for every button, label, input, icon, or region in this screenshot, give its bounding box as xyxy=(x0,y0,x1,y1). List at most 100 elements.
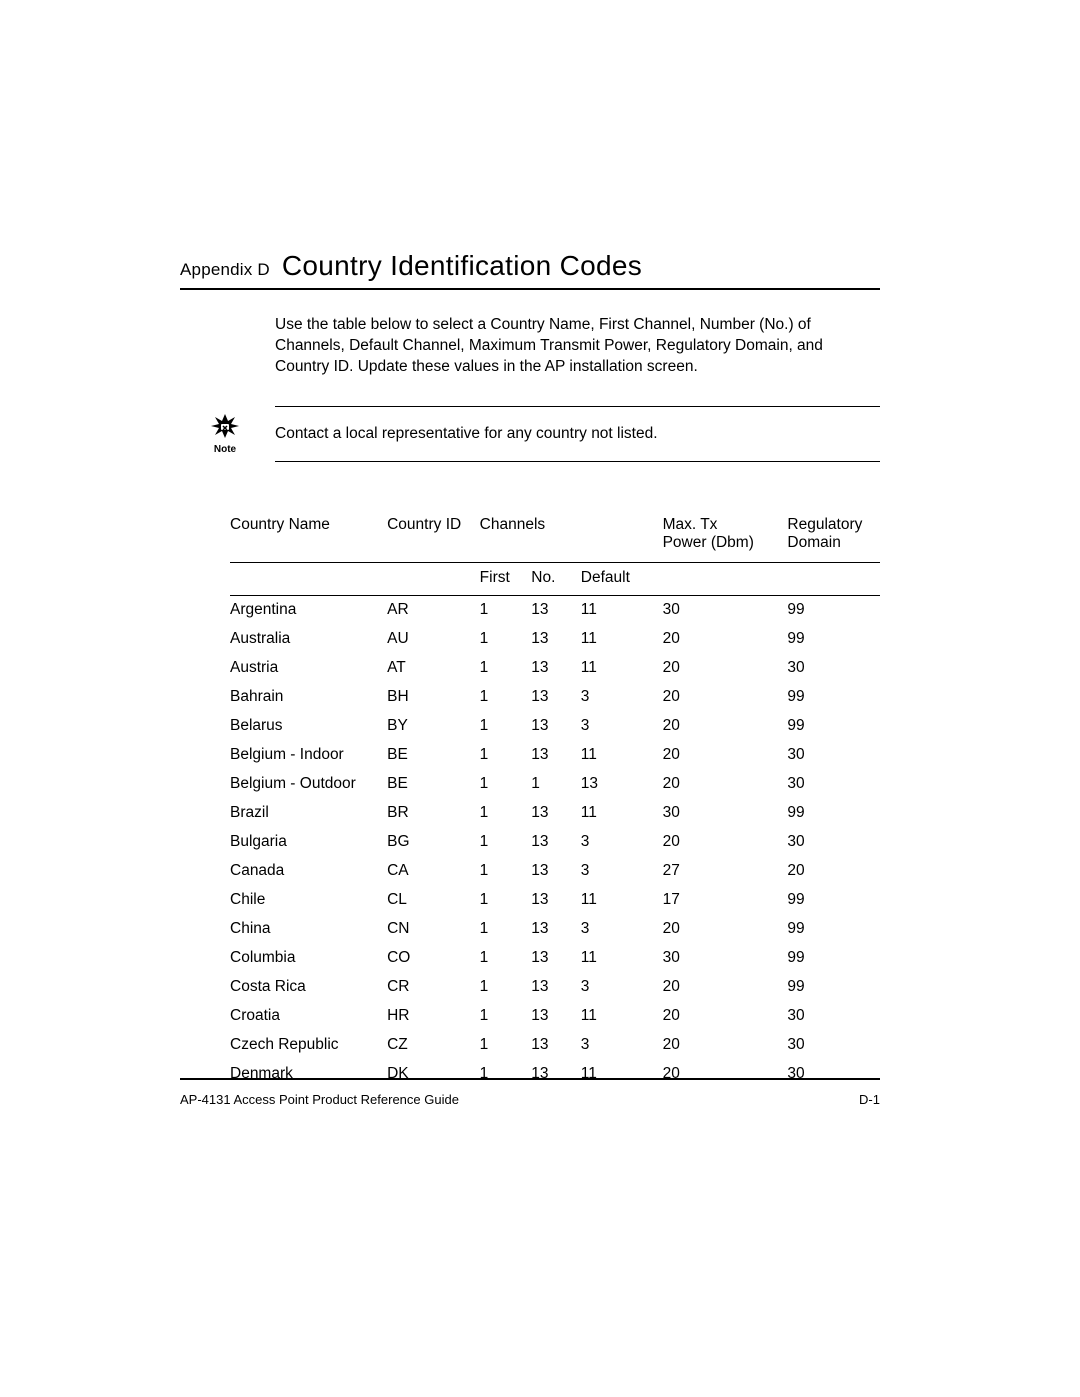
cell-id: BH xyxy=(387,683,480,712)
page-footer: AP-4131 Access Point Product Reference G… xyxy=(180,1078,880,1107)
cell-first: 1 xyxy=(480,741,532,770)
table-row: BahrainBH11332099 xyxy=(230,683,880,712)
table-body: ArgentinaAR113113099AustraliaAU113112099… xyxy=(230,596,880,1089)
cell-power: 27 xyxy=(663,857,788,886)
cell-power: 20 xyxy=(663,973,788,1002)
cell-domain: 99 xyxy=(787,799,880,828)
cell-first: 1 xyxy=(480,944,532,973)
cell-first: 1 xyxy=(480,683,532,712)
cell-name: Austria xyxy=(230,654,387,683)
country-table: Country Name Country ID Channels Max. Tx… xyxy=(230,512,880,1089)
note-block: Note Contact a local representative for … xyxy=(205,406,880,462)
cell-id: BG xyxy=(387,828,480,857)
cell-domain: 99 xyxy=(787,625,880,654)
cell-domain: 30 xyxy=(787,770,880,799)
cell-power: 20 xyxy=(663,915,788,944)
cell-default: 3 xyxy=(581,915,663,944)
cell-id: AR xyxy=(387,596,480,625)
table-row: BrazilBR113113099 xyxy=(230,799,880,828)
regulatory-line1: Regulatory xyxy=(787,516,862,533)
cell-first: 1 xyxy=(480,712,532,741)
page-heading: Appendix D Country Identification Codes xyxy=(180,250,880,290)
cell-name: Czech Republic xyxy=(230,1031,387,1060)
max-tx-line2: Power (Dbm) xyxy=(663,534,754,551)
cell-default: 13 xyxy=(581,770,663,799)
cell-first: 1 xyxy=(480,828,532,857)
col-country-id: Country ID xyxy=(387,512,480,563)
footer-left: AP-4131 Access Point Product Reference G… xyxy=(180,1092,459,1107)
table-row: ColumbiaCO113113099 xyxy=(230,944,880,973)
cell-id: BY xyxy=(387,712,480,741)
cell-domain: 30 xyxy=(787,654,880,683)
cell-id: AU xyxy=(387,625,480,654)
cell-no: 13 xyxy=(531,973,581,1002)
cell-id: HR xyxy=(387,1002,480,1031)
cell-default: 3 xyxy=(581,973,663,1002)
cell-name: Belgium - Outdoor xyxy=(230,770,387,799)
cell-domain: 20 xyxy=(787,857,880,886)
cell-no: 13 xyxy=(531,799,581,828)
cell-domain: 30 xyxy=(787,1002,880,1031)
cell-power: 20 xyxy=(663,625,788,654)
cell-id: CZ xyxy=(387,1031,480,1060)
table-row: CroatiaHR113112030 xyxy=(230,1002,880,1031)
cell-name: Belarus xyxy=(230,712,387,741)
cell-name: Bulgaria xyxy=(230,828,387,857)
table-row: Costa RicaCR11332099 xyxy=(230,973,880,1002)
cell-first: 1 xyxy=(480,596,532,625)
cell-first: 1 xyxy=(480,886,532,915)
cell-default: 11 xyxy=(581,654,663,683)
col-regulatory: Regulatory Domain xyxy=(787,512,880,563)
cell-no: 13 xyxy=(531,857,581,886)
table-row: ChileCL113111799 xyxy=(230,886,880,915)
cell-power: 30 xyxy=(663,944,788,973)
cell-no: 13 xyxy=(531,683,581,712)
cell-default: 11 xyxy=(581,799,663,828)
appendix-label: Appendix D xyxy=(180,260,270,280)
cell-name: Argentina xyxy=(230,596,387,625)
cell-first: 1 xyxy=(480,857,532,886)
cell-power: 20 xyxy=(663,1031,788,1060)
cell-first: 1 xyxy=(480,1002,532,1031)
table-row: Czech RepublicCZ11332030 xyxy=(230,1031,880,1060)
cell-name: Brazil xyxy=(230,799,387,828)
regulatory-line2: Domain xyxy=(787,534,840,551)
cell-domain: 99 xyxy=(787,683,880,712)
cell-id: BE xyxy=(387,741,480,770)
cell-power: 30 xyxy=(663,596,788,625)
cell-name: Columbia xyxy=(230,944,387,973)
cell-power: 30 xyxy=(663,799,788,828)
cell-name: Australia xyxy=(230,625,387,654)
cell-no: 13 xyxy=(531,625,581,654)
subcol-no: No. xyxy=(531,563,581,596)
page-title: Country Identification Codes xyxy=(282,250,642,282)
cell-default: 11 xyxy=(581,625,663,654)
subcol-default: Default xyxy=(581,563,663,596)
cell-domain: 99 xyxy=(787,973,880,1002)
cell-default: 11 xyxy=(581,1002,663,1031)
cell-first: 1 xyxy=(480,770,532,799)
cell-power: 20 xyxy=(663,683,788,712)
asterisk-icon xyxy=(208,412,242,442)
table-row: CanadaCA11332720 xyxy=(230,857,880,886)
cell-domain: 99 xyxy=(787,915,880,944)
cell-domain: 99 xyxy=(787,886,880,915)
col-country-name: Country Name xyxy=(230,512,387,563)
cell-no: 13 xyxy=(531,654,581,683)
cell-no: 13 xyxy=(531,596,581,625)
col-max-tx: Max. Tx Power (Dbm) xyxy=(663,512,788,563)
cell-no: 13 xyxy=(531,886,581,915)
note-text: Contact a local representative for any c… xyxy=(275,406,880,462)
cell-default: 3 xyxy=(581,712,663,741)
cell-id: BE xyxy=(387,770,480,799)
cell-domain: 99 xyxy=(787,712,880,741)
cell-name: Belgium - Indoor xyxy=(230,741,387,770)
cell-domain: 30 xyxy=(787,828,880,857)
intro-paragraph: Use the table below to select a Country … xyxy=(275,315,880,378)
cell-name: China xyxy=(230,915,387,944)
cell-default: 11 xyxy=(581,944,663,973)
cell-no: 13 xyxy=(531,915,581,944)
cell-id: CR xyxy=(387,973,480,1002)
cell-no: 1 xyxy=(531,770,581,799)
cell-no: 13 xyxy=(531,741,581,770)
